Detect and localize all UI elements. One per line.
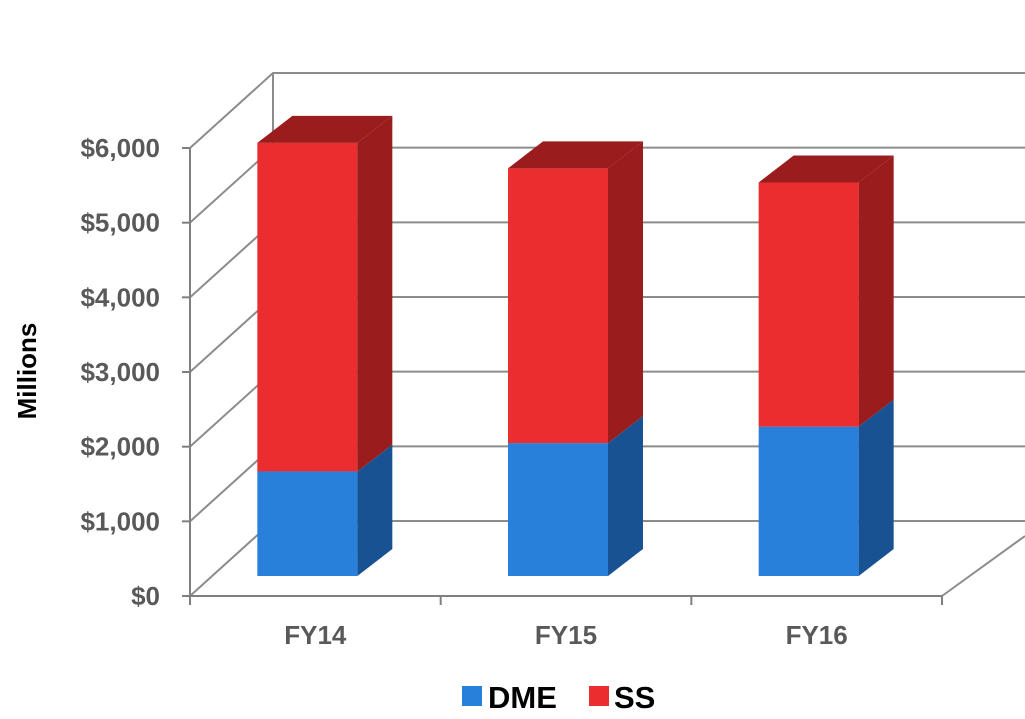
legend-label-dme: DME [488,680,557,714]
y-tick-label: $0 [131,581,160,611]
y-tick-label: $6,000 [80,133,160,163]
bars [257,115,894,576]
bar-dme-fy16-front [758,426,859,576]
y-tick-label: $3,000 [80,357,160,387]
bar-ss-fy14-front [257,142,358,472]
y-tick-label: $4,000 [80,282,160,312]
tick-labels: $0 $1,000 $2,000 $3,000 $4,000 $5,000 $6,000 FY… [80,133,847,650]
y-tick-label: $5,000 [80,208,160,238]
bar-ss-fy16-front [758,182,859,427]
legend-swatch-dme [462,686,482,706]
floor-edge [941,535,1025,597]
y-axis-title: Millions [12,323,42,420]
bar-ss-fy14-side [357,115,393,472]
bar-ss-fy16-top [758,155,894,183]
legend-label-ss: SS [614,680,655,714]
bar-dme-fy16-side [858,399,894,576]
x-tick-label: FY15 [535,620,597,650]
bar-ss-fy15-top [508,141,643,169]
legend-swatch-ss [589,686,609,706]
bar-dme-fy14-front [257,471,358,576]
bar-ss-fy14-top [257,115,393,143]
bar-ss-fy15-front [508,168,608,444]
bar-dme-fy14-side [357,444,393,576]
legend: DME SS [462,680,655,715]
bar-dme-fy15-front [508,443,608,576]
y-tick-label: $1,000 [80,506,160,536]
x-tick-label: FY16 [786,620,848,650]
bar-dme-fy15-side [608,416,643,576]
y-tick-label: $2,000 [80,432,160,462]
bar-ss-fy16-side [858,155,894,427]
axes [182,147,943,605]
bar-ss-fy15-side [608,141,643,444]
x-tick-label: FY14 [284,620,347,650]
